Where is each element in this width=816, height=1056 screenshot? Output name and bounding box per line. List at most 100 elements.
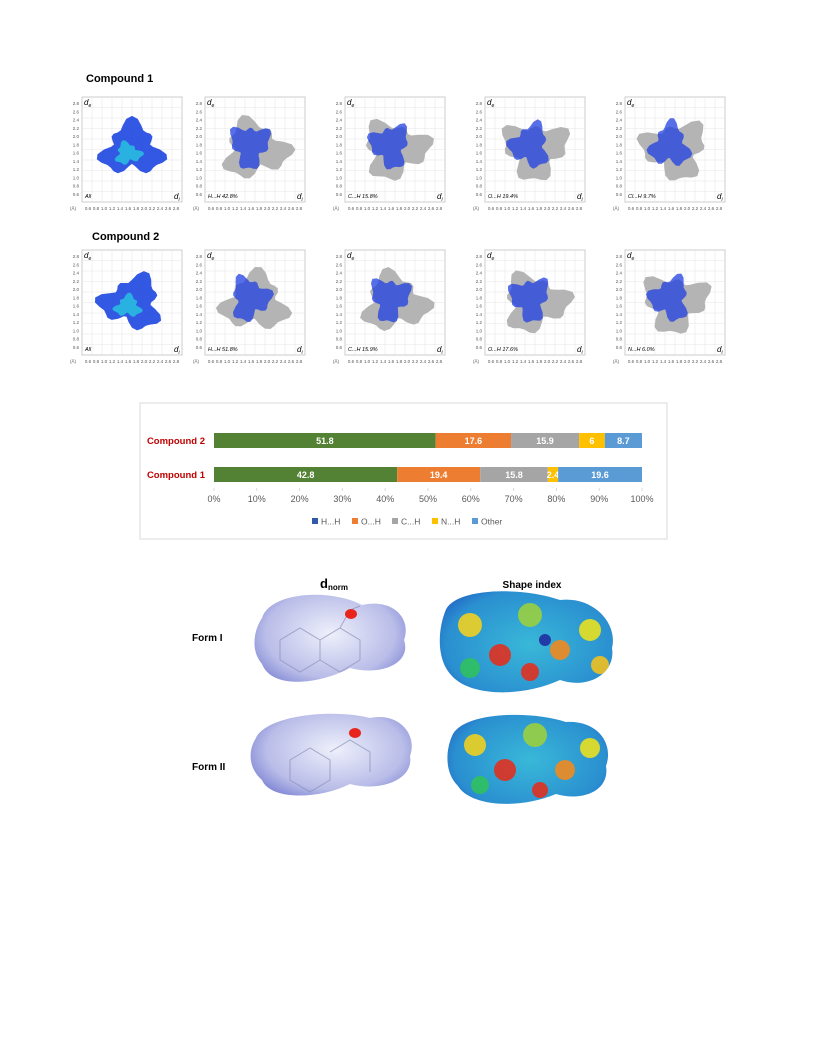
x-tick-label: 0.8 bbox=[636, 359, 643, 364]
panel-label: All bbox=[84, 347, 92, 353]
x-tick-label: 0.6 bbox=[85, 206, 92, 211]
x-tick-label: 1.6 bbox=[668, 206, 675, 211]
y-tick-label: 2.4 bbox=[73, 118, 80, 123]
y-tick-label: 2.2 bbox=[476, 126, 483, 131]
x-axis-label-sub: i bbox=[301, 197, 303, 203]
y-tick-label: 1.6 bbox=[336, 151, 343, 156]
y-tick-label: 1.2 bbox=[73, 320, 80, 325]
y-axis-label-sub: e bbox=[351, 103, 354, 109]
x-tick-label: 0.6 bbox=[628, 359, 635, 364]
y-tick-label: 0.6 bbox=[73, 345, 80, 350]
y-axis-label-main: d bbox=[487, 98, 492, 107]
x-tick-label: 30% bbox=[333, 494, 351, 504]
y-tick-label: 1.0 bbox=[336, 175, 343, 180]
y-axis-label-sub: e bbox=[351, 256, 354, 262]
x-tick-label: 2.2 bbox=[692, 206, 699, 211]
x-tick-label: 1.0 bbox=[224, 359, 231, 364]
surface-figure: dnorm Shape index Form I Form II bbox=[192, 576, 613, 804]
fingerprint-figure: Compound 12.82.62.42.22.01.81.61.41.21.0… bbox=[70, 73, 726, 364]
x-tick-label: 2.6 bbox=[288, 359, 295, 364]
value-label: 19.4 bbox=[430, 470, 448, 480]
x-tick-label: 1.4 bbox=[117, 359, 124, 364]
x-tick-label: 2.4 bbox=[157, 359, 164, 364]
x-tick-label: 1.0 bbox=[504, 359, 511, 364]
x-tick-label: 0.6 bbox=[348, 206, 355, 211]
y-tick-label: 0.6 bbox=[336, 192, 343, 197]
y-axis-label-main: d bbox=[627, 98, 632, 107]
x-tick-label: 2.0 bbox=[544, 206, 551, 211]
y-tick-label: 1.0 bbox=[336, 328, 343, 333]
x-tick-label: 2.0 bbox=[404, 359, 411, 364]
y-tick-label: 1.4 bbox=[196, 312, 203, 317]
x-tick-label: 2.4 bbox=[280, 359, 287, 364]
fingerprint-core bbox=[114, 140, 145, 165]
figure-heading: Compound 1 bbox=[86, 73, 153, 85]
y-tick-label: 1.0 bbox=[73, 328, 80, 333]
x-axis-label-main: d bbox=[297, 192, 302, 201]
value-label: 51.8 bbox=[316, 436, 334, 446]
y-axis-label: de bbox=[84, 251, 91, 262]
y-tick-label: 2.8 bbox=[73, 254, 80, 259]
x-tick-label: 1.6 bbox=[528, 206, 535, 211]
y-tick-label: 1.0 bbox=[73, 175, 80, 180]
y-tick-label: 0.8 bbox=[616, 337, 623, 342]
x-tick-label: 1.8 bbox=[676, 359, 683, 364]
panel-label: All bbox=[84, 194, 92, 200]
column-title-main: d bbox=[320, 576, 328, 591]
x-tick-label: 2.4 bbox=[420, 359, 427, 364]
value-label: 42.8 bbox=[297, 470, 315, 480]
x-tick-label: 2.2 bbox=[552, 359, 559, 364]
x-tick-label: 1.8 bbox=[256, 359, 263, 364]
y-tick-label: 2.8 bbox=[476, 254, 483, 259]
y-tick-label: 2.4 bbox=[616, 118, 623, 123]
y-tick-label: 2.2 bbox=[336, 126, 343, 131]
y-tick-label: 1.8 bbox=[196, 142, 203, 147]
x-tick-label: 0.8 bbox=[496, 359, 503, 364]
fingerprint-contact bbox=[646, 118, 693, 166]
y-tick-label: 2.6 bbox=[196, 109, 203, 114]
row-label: Form II bbox=[192, 762, 226, 773]
y-tick-label: 1.6 bbox=[196, 304, 203, 309]
x-tick-label: 0% bbox=[207, 494, 220, 504]
y-tick-label: 2.6 bbox=[336, 109, 343, 114]
y-tick-label: 1.6 bbox=[73, 304, 80, 309]
x-tick-label: 80% bbox=[547, 494, 565, 504]
x-tick-label: 1.0 bbox=[101, 359, 108, 364]
y-tick-label: 1.8 bbox=[616, 295, 623, 300]
y-tick-label: 1.6 bbox=[73, 151, 80, 156]
y-tick-label: 1.8 bbox=[196, 295, 203, 300]
x-tick-label: 0.8 bbox=[356, 359, 363, 364]
x-axis-label-main: d bbox=[717, 345, 722, 354]
y-axis-label-main: d bbox=[347, 98, 352, 107]
x-tick-label: 2.2 bbox=[552, 206, 559, 211]
y-tick-label: 2.6 bbox=[616, 109, 623, 114]
x-tick-label: 1.8 bbox=[536, 206, 543, 211]
y-tick-label: 1.2 bbox=[196, 167, 203, 172]
x-tick-label: 1.2 bbox=[109, 359, 116, 364]
y-axis-label: de bbox=[487, 98, 494, 109]
y-axis-label-main: d bbox=[84, 98, 89, 107]
y-tick-label: 2.0 bbox=[196, 134, 203, 139]
y-axis-label: de bbox=[627, 251, 634, 262]
y-axis-label-main: d bbox=[84, 251, 89, 260]
x-axis-label: di bbox=[577, 345, 583, 356]
legend-marker bbox=[312, 518, 318, 524]
x-tick-label: 2.0 bbox=[264, 206, 271, 211]
y-tick-label: 2.0 bbox=[476, 134, 483, 139]
x-tick-label: 1.4 bbox=[240, 359, 247, 364]
x-axis-label: di bbox=[717, 345, 723, 356]
x-tick-label: 2.4 bbox=[280, 206, 287, 211]
axis-unit: (Å) bbox=[193, 358, 200, 364]
y-tick-label: 0.6 bbox=[196, 345, 203, 350]
y-tick-label: 0.8 bbox=[476, 337, 483, 342]
x-tick-label: 0.8 bbox=[93, 206, 100, 211]
x-axis-label-main: d bbox=[577, 192, 582, 201]
y-tick-label: 2.2 bbox=[616, 126, 623, 131]
panel-label: Cl...H 9.7% bbox=[628, 194, 656, 200]
x-axis-label: di bbox=[437, 345, 443, 356]
x-tick-label: 2.6 bbox=[568, 206, 575, 211]
fingerprint-contact bbox=[506, 119, 549, 169]
y-tick-label: 1.2 bbox=[476, 320, 483, 325]
y-tick-label: 1.2 bbox=[616, 320, 623, 325]
